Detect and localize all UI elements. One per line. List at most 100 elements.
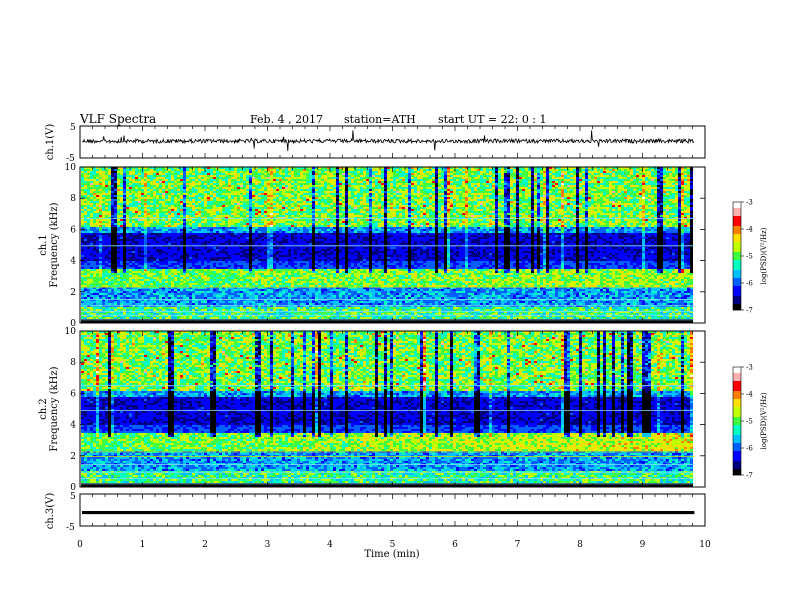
colorbar-swatch (733, 236, 741, 238)
colorbar-swatch (733, 252, 741, 254)
colorbar-swatch (733, 234, 741, 236)
colorbar-swatch (733, 266, 741, 268)
colorbar-swatch (733, 258, 741, 260)
colorbar-swatch (733, 284, 741, 286)
colorbar-swatch (733, 262, 741, 264)
ytick-label: 4 (70, 421, 76, 431)
ytick-label: 10 (65, 163, 77, 173)
colorbar-swatch (733, 220, 741, 222)
colorbar-swatch (733, 214, 741, 216)
xtick-label: 3 (265, 540, 271, 550)
colorbar-swatch (733, 393, 741, 395)
ch1-ytick-top: 5 (70, 123, 76, 133)
xtick-label: 6 (452, 540, 458, 550)
colorbar-swatch (733, 413, 741, 415)
colorbar-swatch (733, 272, 741, 274)
colorbar-swatch (733, 292, 741, 294)
colorbar-swatch (733, 224, 741, 226)
colorbar-swatch (733, 375, 741, 377)
colorbar-swatch (733, 429, 741, 431)
colorbar-swatch (733, 238, 741, 240)
ytick-label: 2 (70, 452, 76, 462)
colorbar-swatch (733, 369, 741, 371)
colorbar-swatch (733, 457, 741, 459)
colorbar-tick-label: -6 (746, 445, 753, 453)
xtick-label: 9 (640, 540, 646, 550)
colorbar-swatch (733, 294, 741, 296)
colorbar-swatch (733, 431, 741, 433)
xtick-label: 4 (327, 540, 333, 550)
colorbar-swatch (733, 387, 741, 389)
colorbar-swatch (733, 300, 741, 302)
colorbar-swatch (733, 417, 741, 419)
colorbar-swatch (733, 441, 741, 443)
ch1-spectrogram-ylabel-top: ch.1 (38, 234, 49, 256)
colorbar-tick-label: -5 (746, 418, 753, 426)
colorbar-swatch (733, 254, 741, 256)
xtick-label: 0 (77, 540, 83, 550)
colorbar-swatch (733, 282, 741, 284)
colorbar-tick-label: -6 (746, 280, 753, 288)
colorbar-swatch (733, 250, 741, 252)
ch1-spectrogram-image (80, 167, 705, 323)
colorbar-swatch (733, 371, 741, 373)
colorbar-swatch (733, 383, 741, 385)
ch1-waveform-ylabel: ch.1(V) (45, 124, 56, 161)
colorbar-swatch (733, 379, 741, 381)
xtick-label: 7 (515, 540, 521, 550)
colorbar-tick-label: -4 (746, 391, 753, 399)
colorbar-swatch (733, 306, 741, 308)
colorbar-swatch (733, 204, 741, 206)
colorbar-swatch (733, 439, 741, 441)
colorbar-swatch (733, 302, 741, 304)
colorbar-swatch (733, 290, 741, 292)
xtick-label: 10 (699, 540, 711, 550)
colorbar-swatch (733, 280, 741, 282)
colorbar-swatch (733, 409, 741, 411)
colorbar-swatch (733, 385, 741, 387)
colorbar-swatch (733, 296, 741, 298)
colorbar-swatch (733, 427, 741, 429)
colorbar-swatch (733, 421, 741, 423)
colorbar-swatch (733, 206, 741, 208)
colorbar-swatch (733, 242, 741, 244)
colorbar-swatch (733, 463, 741, 465)
colorbar-swatch (733, 425, 741, 427)
colorbar-swatch (733, 216, 741, 218)
date-label: Feb. 4 , 2017 (250, 113, 323, 126)
colorbar-swatch (733, 437, 741, 439)
colorbar-swatch (733, 288, 741, 290)
colorbar-swatch (733, 208, 741, 210)
colorbar-swatch (733, 451, 741, 453)
ch3-ytick-bottom: -5 (66, 523, 75, 533)
colorbar-swatch (733, 455, 741, 457)
colorbar-swatch (733, 465, 741, 467)
colorbar-swatch (733, 459, 741, 461)
colorbar-swatch (733, 391, 741, 393)
colorbar-swatch (733, 453, 741, 455)
colorbar-swatch (733, 423, 741, 425)
colorbar-tick-label: -3 (746, 199, 753, 207)
colorbar-swatch (733, 381, 741, 383)
colorbar-swatch (733, 403, 741, 405)
ch1-waveform-panel: 5 -5 ch.1(V) (45, 123, 705, 164)
colorbar-swatch (733, 212, 741, 214)
colorbar-swatch (733, 260, 741, 262)
colorbar-swatch (733, 210, 741, 212)
colorbar-swatch (733, 218, 741, 220)
ch2-spectrogram-image (80, 331, 705, 487)
colorbar-swatch (733, 270, 741, 272)
colorbar-swatch (733, 443, 741, 445)
colorbar-tick-label: -3 (746, 364, 753, 372)
ytick-label: 6 (70, 389, 76, 399)
colorbar-swatch (733, 202, 741, 204)
colorbar-swatch (733, 226, 741, 228)
xtick-label: 1 (140, 540, 146, 550)
colorbar-swatch (733, 248, 741, 250)
ch3-waveform-panel: 5 -5 ch.3(V) (45, 492, 705, 533)
colorbar-label: log(PSD)(V²/Hz) (760, 392, 768, 449)
colorbar-swatch (733, 377, 741, 379)
colorbar-tick-label: -4 (746, 226, 753, 234)
